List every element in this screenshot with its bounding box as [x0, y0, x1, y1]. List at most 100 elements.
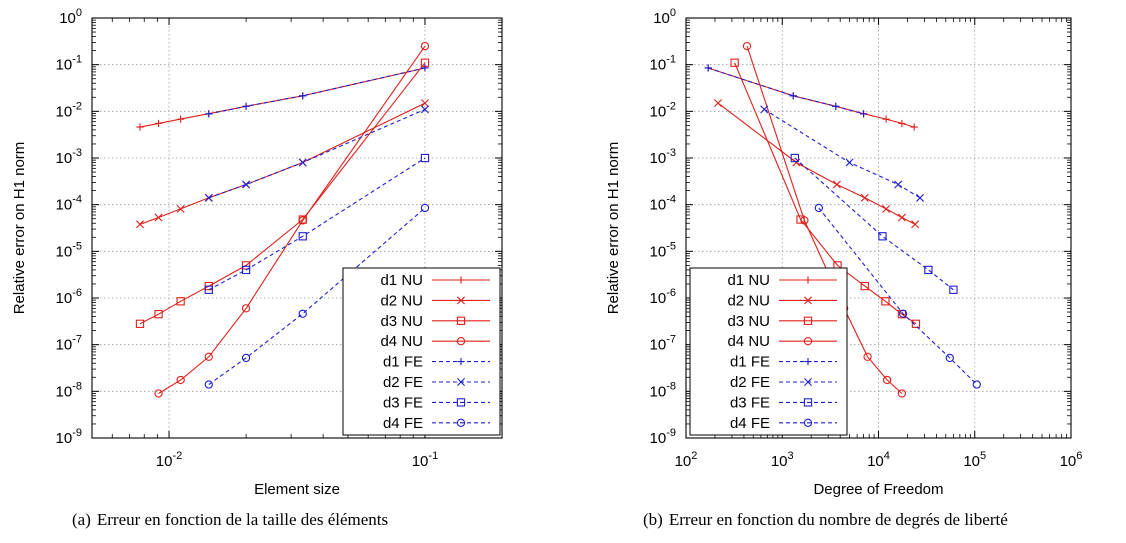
- legend-marker-d2-nu-b: [804, 296, 812, 305]
- chart-panel-a: 10-9 10-8 10-7 10-6 10-5 10-4 10-3 10-2 10-1 100 1…: [11, 7, 503, 498]
- data-point-d1-fe-b: [789, 92, 797, 100]
- data-point-d3-fe-b: [924, 265, 933, 275]
- data-point-d1-fe-a: [205, 110, 213, 118]
- series-line-d4-fe-a: [208, 207, 426, 385]
- data-point-d2-nu-a: [176, 204, 185, 213]
- data-point-d2-fe-a: [420, 105, 429, 114]
- y-tick-label-a: 10-6: [56, 287, 82, 307]
- legend-box-b: [689, 267, 848, 436]
- series-line-d4-fe-b: [818, 207, 978, 385]
- legend-label-d2-nu-a: d2 NU: [380, 292, 423, 309]
- data-point-d2-fe-a: [242, 180, 251, 189]
- data-point-d1-fe-a: [299, 92, 307, 100]
- legend-label-d2-nu-b: d2 NU: [727, 292, 770, 309]
- x-axis-label-b: Degree of Freedom: [813, 481, 943, 498]
- x-tick-label-b: 104: [867, 450, 890, 470]
- x-tick-label-b: 102: [675, 450, 698, 470]
- caption-a-label: (a): [72, 510, 91, 529]
- data-point-d2-nu-b: [882, 204, 891, 213]
- series-line-d2-fe-b: [763, 108, 921, 199]
- data-point-d4-nu-b: [800, 216, 809, 225]
- data-point-d1-fe-b: [704, 64, 712, 72]
- caption-a: (a) Erreur en fonction de la taille des é…: [72, 510, 492, 530]
- data-point-d3-fe-a: [241, 265, 251, 275]
- data-point-d3-nu-a: [176, 297, 185, 306]
- y-tick-label-b: 10-9: [650, 427, 676, 447]
- x-tick-label-a: 10-1: [412, 450, 438, 470]
- y-tick-label-b: 10-6: [650, 287, 676, 307]
- data-point-d4-nu-a: [154, 389, 163, 398]
- data-point-d2-fe-a: [204, 193, 213, 202]
- y-tick-label-a: 10-8: [56, 380, 82, 400]
- series-line-d1-fe-b: [708, 67, 864, 115]
- data-point-d4-nu-b: [742, 41, 752, 51]
- series-line-d3-fe-a: [208, 157, 426, 291]
- data-point-d4-nu-b: [863, 352, 872, 361]
- legend-label-d1-nu-a: d1 NU: [380, 272, 423, 289]
- legend-label-d3-fe-b: d3 FE: [730, 394, 770, 411]
- y-tick-label-b: 10-8: [650, 380, 676, 400]
- data-point-d1-nu-b: [910, 123, 918, 131]
- legend-label-d1-fe-b: d1 FE: [730, 354, 770, 371]
- data-point-d4-fe-a: [420, 203, 430, 213]
- legend-label-d4-nu-b: d4 NU: [727, 333, 770, 350]
- legend-label-d2-fe-b: d2 FE: [730, 374, 770, 391]
- data-point-d3-nu-a: [154, 310, 163, 319]
- data-point-d1-fe-a: [421, 64, 429, 72]
- caption-b-text: Erreur en fonction du nombre de degrés d…: [668, 510, 1008, 529]
- series-group-b: [704, 41, 981, 398]
- legend-label-d1-nu-b: d1 NU: [727, 272, 770, 289]
- y-tick-label-b: 10-2: [650, 100, 676, 120]
- data-point-d2-nu-b: [860, 193, 869, 202]
- data-point-d3-nu-b: [881, 297, 890, 306]
- data-point-d2-nu-b: [832, 180, 841, 189]
- data-point-d1-fe-b: [832, 102, 840, 110]
- series-line-d1-nu-b: [708, 67, 915, 128]
- data-point-d4-nu-b: [883, 375, 892, 385]
- y-tick-label-a: 10-3: [56, 147, 82, 167]
- legend-label-d4-nu-a: d4 NU: [380, 333, 423, 350]
- legend-marker-d4-fe-a: [456, 418, 466, 427]
- caption-b: (b) Erreur en fonction du nombre de degré…: [643, 510, 1113, 530]
- data-point-d2-nu-b: [911, 220, 920, 229]
- data-point-d4-nu-a: [420, 41, 430, 51]
- legend-marker-d4-nu-b: [803, 337, 813, 346]
- legend-marker-d3-fe-b: [803, 398, 813, 407]
- legend-marker-d1-nu-b: [804, 276, 812, 284]
- y-tick-label-a: 10-5: [56, 240, 82, 260]
- data-point-d4-nu-a: [204, 352, 213, 361]
- data-point-d1-nu-a: [136, 123, 144, 131]
- data-point-d4-fe-b: [898, 309, 908, 318]
- legend-marker-d2-nu-a: [457, 296, 465, 305]
- data-point-d1-nu-b: [898, 119, 906, 128]
- caption-a-text: Erreur en fonction de la taille des élém…: [96, 510, 389, 529]
- data-point-d1-nu-a: [154, 119, 163, 128]
- x-tick-label-b: 103: [771, 450, 794, 470]
- data-point-d1-nu-b: [882, 115, 890, 123]
- y-tick-label-a: 10-4: [56, 194, 82, 214]
- data-point-d4-nu-a: [241, 304, 251, 313]
- series-line-d2-fe-a: [208, 108, 426, 199]
- legend-label-d3-nu-b: d3 NU: [727, 313, 770, 330]
- data-point-d4-fe-a: [241, 353, 251, 363]
- data-point-d2-nu-b: [897, 213, 906, 222]
- data-point-d2-fe-a: [298, 158, 307, 167]
- data-point-d3-fe-a: [298, 232, 307, 241]
- series-line-d4-nu-a: [158, 45, 426, 394]
- data-point-d2-fe-b: [845, 158, 854, 167]
- data-point-d3-fe-a: [420, 153, 430, 163]
- y-axis-label-a: Relative error on H1 norm: [11, 142, 28, 315]
- legend-b: d1 NU d2 NU d3 NU d4 NU d1 FE d2 FE d3 FE d4 FE: [689, 267, 848, 436]
- data-point-d3-fe-b: [878, 232, 887, 241]
- data-point-d2-nu-a: [420, 99, 429, 108]
- series-line-d2-nu-b: [717, 102, 916, 225]
- series-line-d1-fe-a: [208, 67, 426, 115]
- data-point-d4-fe-b: [814, 203, 823, 213]
- y-tick-label-b: 10-1: [650, 54, 676, 74]
- legend-marker-d3-nu-a: [456, 316, 466, 325]
- data-point-d3-nu-b: [860, 281, 869, 291]
- data-point-d4-nu-b: [897, 389, 907, 398]
- chart-panel-b: 10-9 10-8 10-7 10-6 10-5 10-4 10-3 10-2 10-1 100 1…: [605, 7, 1082, 498]
- legend-label-d3-nu-a: d3 NU: [380, 313, 423, 330]
